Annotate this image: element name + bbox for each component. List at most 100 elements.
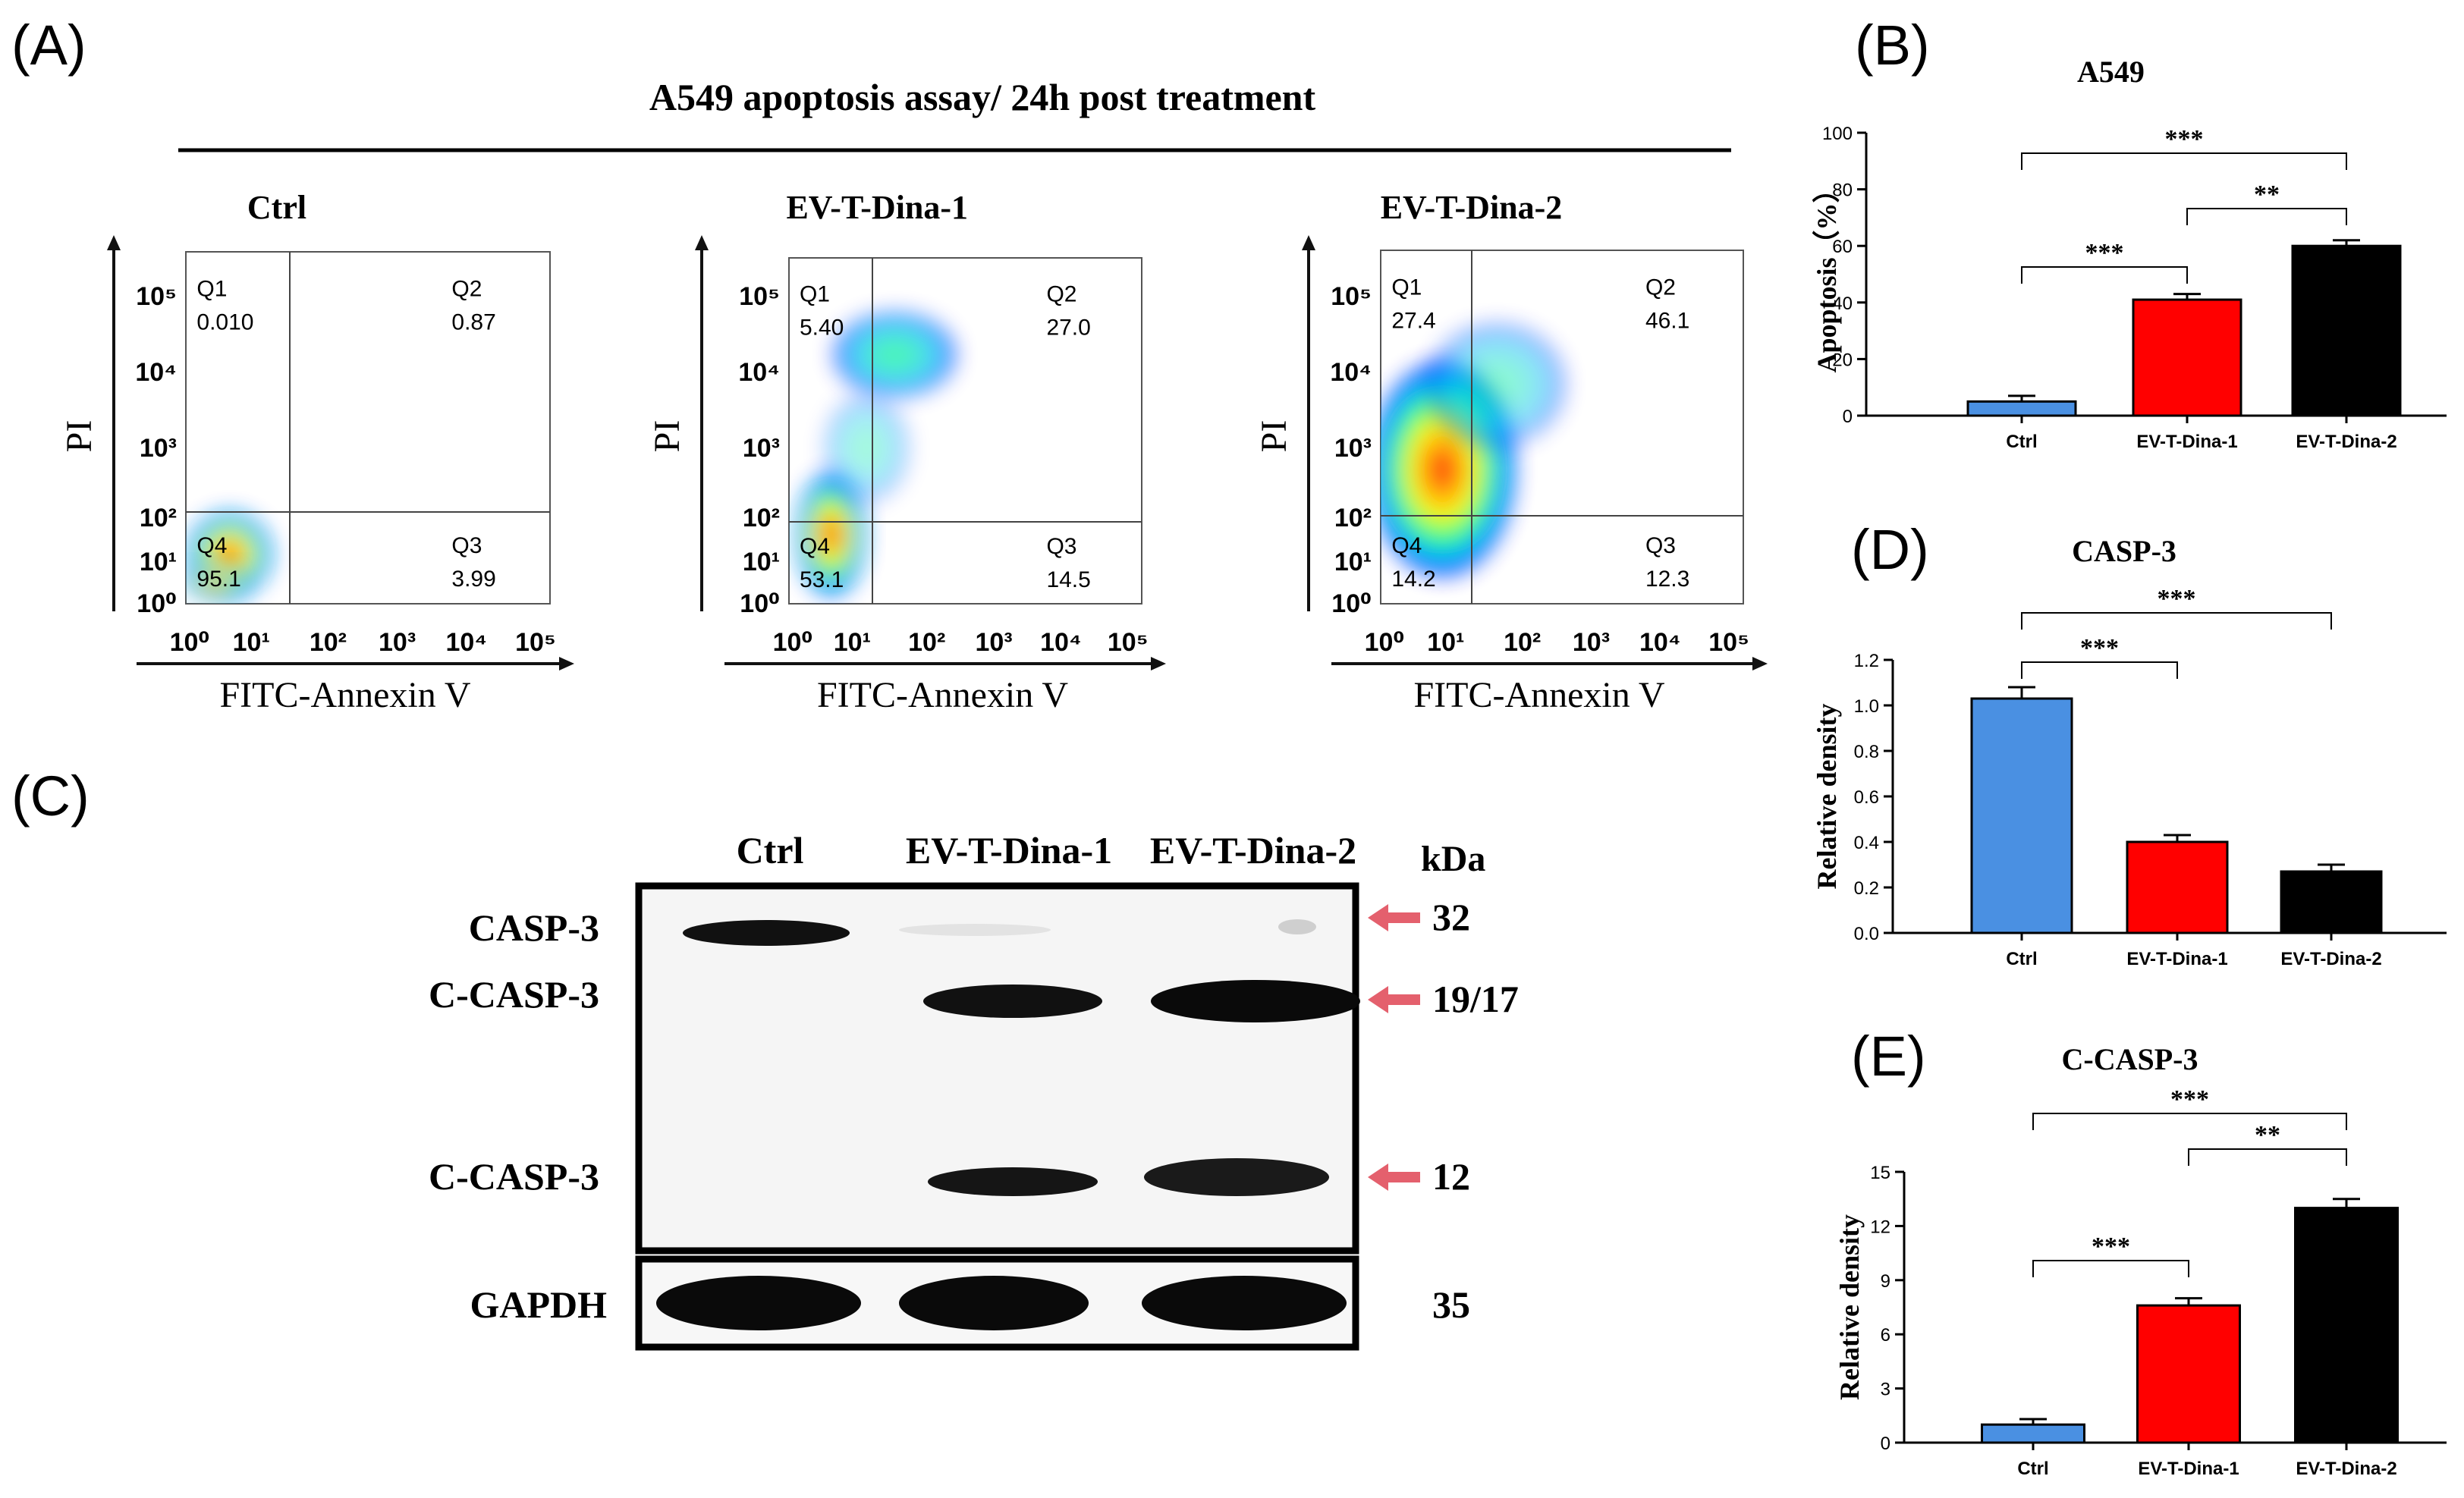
- significance-label-2: ***: [2165, 125, 2204, 153]
- significance-bracket-2: [2032, 1113, 2347, 1130]
- y-tick-label: 10⁰: [740, 589, 780, 618]
- lane-label-ev-t-dina-1: EV-T-Dina-1: [906, 829, 1112, 871]
- panel-label-e: (E): [1851, 1025, 1926, 1088]
- y-tick-label: 0.2: [1854, 878, 1879, 899]
- flow-density-cloud-1: [834, 312, 956, 397]
- quadrant-label-q1: Q1: [800, 281, 830, 306]
- panel-label-c: (C): [11, 765, 90, 828]
- kda-unit: kDa: [1421, 839, 1485, 879]
- x-tick-label: 10¹: [233, 628, 270, 657]
- band-gapdh-dina2: [1142, 1276, 1347, 1330]
- panel-label-b: (B): [1855, 14, 1930, 77]
- row-label-ccasp3-12: C-CASP-3: [429, 1155, 599, 1198]
- y-tick-label: 10¹: [743, 548, 780, 576]
- y-tick-label: 10⁴: [738, 358, 780, 387]
- x-tick-label: 10²: [908, 628, 945, 657]
- flow-density: [186, 513, 272, 602]
- quadrant-value-q1: 5.40: [800, 315, 844, 340]
- y-tick-label: 40: [1832, 294, 1853, 314]
- y-tick-label: 0: [1881, 1434, 1890, 1454]
- y-tick-label: 10⁰: [137, 589, 177, 618]
- quadrant-value-q2: 27.0: [1046, 315, 1090, 340]
- blot-bands: [656, 919, 1360, 1330]
- x-axis-label: FITC-Annexin V: [1413, 675, 1664, 715]
- significance-bracket-1: [2188, 1148, 2347, 1166]
- x-tick-label: 10⁵: [515, 628, 556, 657]
- bar-ev-t-dina-1: [2132, 298, 2242, 417]
- x-tick-label: 10⁰: [1365, 628, 1405, 657]
- y-tick-label: 10²: [140, 504, 177, 532]
- x-axis-arrow-icon: [559, 657, 574, 670]
- band-ccasp3-12-dina1: [928, 1167, 1098, 1196]
- significance-bracket-1: [2021, 612, 2332, 630]
- band-gapdh-dina1: [899, 1276, 1089, 1330]
- x-axis-arrow-icon: [1752, 657, 1768, 670]
- x-tick-label-ev-t-dina-2: EV-T-Dina-2: [2296, 1459, 2396, 1479]
- y-axis-label: PI: [647, 420, 687, 453]
- flow-plot-ev-t-dina-2: EV-T-Dina-2 Q1 27.4 Q2 46.1 Q3 12.3 Q4 14.2 10⁰ 10…: [1254, 189, 1768, 715]
- quadrant-label-q2: Q2: [1645, 275, 1676, 300]
- quadrant-label-q2: Q2: [451, 276, 482, 301]
- x-tick-label-ctrl: Ctrl: [2006, 432, 2037, 452]
- x-tick-label-ctrl: Ctrl: [2006, 949, 2037, 969]
- y-axis-arrow-icon: [1302, 235, 1315, 250]
- y-tick-label: 0: [1843, 407, 1853, 427]
- y-tick-label: 100: [1822, 124, 1853, 144]
- quadrant-label-q4: Q4: [196, 533, 227, 558]
- y-tick-label: 10⁴: [135, 358, 177, 387]
- y-tick-label: 9: [1881, 1271, 1890, 1292]
- y-tick-label: 0.6: [1854, 787, 1879, 808]
- significance-label-1: ***: [2158, 585, 2196, 613]
- x-tick-label: 10¹: [1427, 628, 1464, 657]
- significance-bracket-0: [2021, 661, 2178, 679]
- quadrant-label-q4: Q4: [800, 534, 830, 559]
- bar-chart-a549: A549 0 20 40 60 80 100 Apoptosis（%） Ctrl EV-T-Din…: [1812, 55, 2447, 452]
- flow-plot-ctrl: Ctrl Q1 0.010 Q2 0.87 Q3 3.99 Q4 95.1 10⁰ 10¹ 10² 10…: [59, 189, 574, 715]
- y-tick-label: 10²: [1334, 504, 1372, 532]
- y-tick-label: 0.8: [1854, 742, 1879, 762]
- y-axis-label: PI: [59, 420, 99, 453]
- x-tick-label: 10⁴: [445, 628, 487, 657]
- significance-bracket-0: [2021, 266, 2188, 284]
- y-tick-label: 0.4: [1854, 833, 1879, 853]
- quadrant-value-q3: 12.3: [1645, 567, 1689, 592]
- x-tick-label: 10²: [1504, 628, 1541, 657]
- x-tick-label-ev-t-dina-1: EV-T-Dina-1: [2126, 949, 2227, 969]
- x-tick-label-ev-t-dina-1: EV-T-Dina-1: [2136, 432, 2237, 452]
- chart-title: CASP-3: [2072, 534, 2176, 568]
- y-tick-label: 10⁵: [739, 282, 780, 311]
- y-tick-label: 10⁵: [136, 282, 177, 311]
- chart-title: A549: [2077, 55, 2145, 89]
- quadrant-value-q1: 27.4: [1391, 309, 1435, 334]
- y-tick-label: 10¹: [140, 548, 177, 576]
- band-ccasp3-19-dina2: [1151, 980, 1360, 1022]
- flow-plot-title: EV-T-Dina-2: [1381, 189, 1563, 226]
- bar-ev-t-dina-2: [2280, 870, 2383, 934]
- bar-ev-t-dina-1: [2126, 840, 2229, 934]
- quadrant-label-q3: Q3: [1046, 534, 1076, 559]
- flow-title: A549 apoptosis assay/ 24h post treatment: [649, 76, 1316, 118]
- quadrant-value-q2: 46.1: [1645, 309, 1689, 334]
- x-tick-label: 10⁴: [1040, 628, 1082, 657]
- x-tick-label: 10⁰: [170, 628, 210, 657]
- quadrant-label-q2: Q2: [1046, 281, 1076, 306]
- flow-density-cloud-1: [186, 564, 246, 602]
- bar-chart-casp-3: CASP-3 0.0 0.2 0.4 0.6 0.8 1.0 1.2 Relative dens…: [1812, 534, 2447, 969]
- chart-title: C-CASP-3: [2062, 1042, 2198, 1076]
- bar-ev-t-dina-2: [2294, 1207, 2399, 1444]
- x-axis-label: FITC-Annexin V: [219, 675, 470, 715]
- flow-density-cloud-0: [797, 473, 866, 595]
- y-tick-label: 10⁵: [1331, 282, 1372, 311]
- flow-density: [1381, 324, 1565, 576]
- y-tick-label: 10¹: [1334, 548, 1372, 576]
- y-tick-label: 60: [1832, 237, 1853, 257]
- y-tick-label: 10³: [1334, 434, 1372, 463]
- y-tick-label: 10⁰: [1331, 589, 1372, 618]
- y-tick-label: 20: [1832, 350, 1853, 370]
- significance-bracket-1: [2186, 208, 2347, 225]
- x-tick-label: 10³: [975, 628, 1012, 657]
- quadrant-label-q3: Q3: [1645, 533, 1676, 558]
- y-tick-label: 10³: [743, 434, 780, 463]
